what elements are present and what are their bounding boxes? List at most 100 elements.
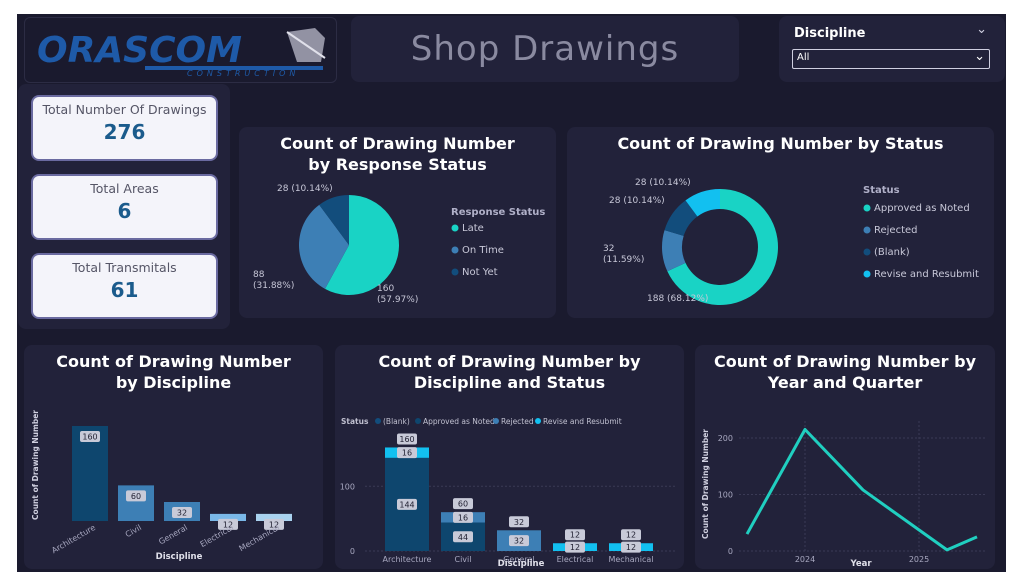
chevron-down-icon[interactable]: ⌄ [976, 22, 987, 37]
legend-item: Not Yet [462, 267, 498, 278]
donut-slice-rejected [662, 230, 686, 272]
legend-item: (Blank) [383, 417, 410, 426]
legend-dot [451, 268, 459, 276]
total-label-box [621, 529, 641, 541]
donut-slice-approved-as-noted [667, 189, 778, 305]
data-label: 16 [458, 513, 468, 522]
kpi-label: Total Number Of Drawings [42, 102, 207, 117]
x-tick-label: General [503, 555, 535, 564]
chart-title: Count of Drawing Number by Discipline [56, 352, 291, 392]
data-label: 28 (10.14%) [277, 184, 333, 194]
x-tick-label: Electrical [199, 523, 235, 549]
x-tick-label: Civil [124, 523, 143, 539]
legend-dot [863, 204, 871, 212]
legend-item: (Blank) [874, 247, 910, 258]
x-tick-label: 2025 [909, 555, 929, 564]
x-tick-label: Mechanical [238, 523, 281, 553]
legend-dot [375, 418, 381, 424]
data-label-box [565, 541, 585, 553]
donut-slice--blank- [664, 200, 698, 236]
legend-dot [535, 418, 541, 424]
legend-dot [863, 270, 871, 278]
x-axis-label: Year [849, 559, 872, 569]
x-axis-label: Discipline [156, 552, 203, 562]
data-label: 160 (57.97%) [377, 284, 418, 305]
y-axis-label: Count of Drawing Number [31, 410, 40, 520]
response-status-chart: Count of Drawing Number by Response Stat… [239, 127, 556, 318]
discipline-status-bar-chart: 0 100 Status (Blank) Approved as Noted Reject… [340, 417, 675, 569]
kpi-label: Total Transmitals [72, 260, 177, 275]
discipline-status-chart: Count of Drawing Number by Discipline an… [335, 345, 684, 569]
y-tick-label: 0 [728, 547, 733, 556]
data-label-box [397, 498, 417, 510]
total-label: 12 [626, 531, 636, 540]
legend-dot [493, 418, 499, 424]
total-label: 32 [514, 518, 524, 527]
total-label-box [453, 498, 473, 510]
x-tick-label: Architecture [50, 523, 97, 555]
orascom-logo-graphic: ORASCOM CONSTRUCTION [37, 28, 326, 78]
data-label: 28 (10.14%) [635, 178, 691, 188]
total-label-box [509, 516, 529, 528]
legend-dot [451, 224, 459, 232]
discipline-bar-chart: Count of Drawing Number 160 Architecture 60… [31, 410, 292, 562]
legend-item: On Time [462, 245, 504, 256]
y-tick-label: 100 [718, 490, 733, 499]
data-label: 44 [458, 533, 468, 542]
kpi-value: 61 [110, 278, 139, 302]
total-label-box [565, 529, 585, 541]
legend-title: Status [863, 185, 900, 196]
total-label: 160 [399, 435, 414, 444]
year-quarter-chart: Count of Drawing Number by Year and Quar… [695, 345, 995, 569]
legend-title: Response Status [451, 207, 545, 218]
legend-title: Status [341, 417, 369, 426]
data-label-box [80, 431, 100, 442]
bar [256, 513, 292, 521]
x-tick-label: 2024 [795, 555, 815, 564]
status-chart: Count of Drawing Number by Status 188 (6… [567, 127, 994, 318]
legend-item: Revise and Resubmit [543, 417, 622, 426]
dropdown-value: All [797, 52, 810, 63]
data-label: 12 [626, 543, 636, 552]
data-label: 12 [570, 543, 580, 552]
legend-dot [415, 418, 421, 424]
kpi-panel: Total Number Of Drawings 276 Total Areas… [18, 84, 230, 329]
dropdown-chevron-icon[interactable]: ⌄ [974, 49, 985, 64]
x-tick-label: General [157, 523, 189, 547]
data-label-box [453, 531, 473, 543]
data-label: 32 (11.59%) [603, 244, 644, 265]
data-label-box [621, 541, 641, 553]
data-label: 12 [269, 520, 279, 529]
x-tick-label: Architecture [383, 555, 432, 564]
total-label: 12 [570, 531, 580, 540]
chart-title: Count of Drawing Number by Discipline an… [378, 352, 641, 392]
data-label-box [126, 490, 146, 502]
legend-item: Revise and Resubmit [874, 269, 979, 280]
data-label: 28 (10.14%) [609, 196, 665, 206]
data-label: 60 [131, 492, 141, 501]
crane-icon [286, 28, 326, 62]
year-quarter-line-chart: Count of Drawing Number 0 100 200 2024 2025 Ye… [701, 421, 987, 569]
discipline-slicer[interactable]: Discipline ⌄ All ⌄ [779, 16, 1005, 82]
dashboard-canvas: ORASCOM CONSTRUCTION Shop Drawings Disci… [17, 14, 1006, 572]
orascom-logo: ORASCOM CONSTRUCTION [24, 17, 337, 83]
discipline-dropdown[interactable]: All ⌄ [792, 49, 990, 69]
legend-item: Late [462, 223, 484, 234]
discipline-chart: Count of Drawing Number by Discipline Co… [24, 345, 323, 569]
legend-dot [863, 226, 871, 234]
x-tick-label: Electrical [557, 555, 594, 564]
data-label: 12 [223, 520, 233, 529]
slicer-label: Discipline [794, 26, 866, 41]
chart-title: Count of Drawing Number by Status [617, 134, 944, 153]
logo-main-text: ORASCOM [37, 30, 242, 71]
kpi-total-drawings: Total Number Of Drawings 276 [33, 97, 216, 159]
pie-slice-late [324, 195, 399, 295]
data-label: 160 [82, 433, 97, 442]
y-tick-label: 100 [340, 482, 355, 491]
x-tick-label: Mechanical [608, 555, 653, 564]
series-line [745, 427, 978, 552]
legend-item: Approved as Noted [874, 203, 970, 214]
kpi-total-areas: Total Areas 6 [33, 176, 216, 238]
data-label-box [264, 518, 284, 530]
chart-title: Count of Drawing Number by Year and Quar… [713, 352, 976, 392]
